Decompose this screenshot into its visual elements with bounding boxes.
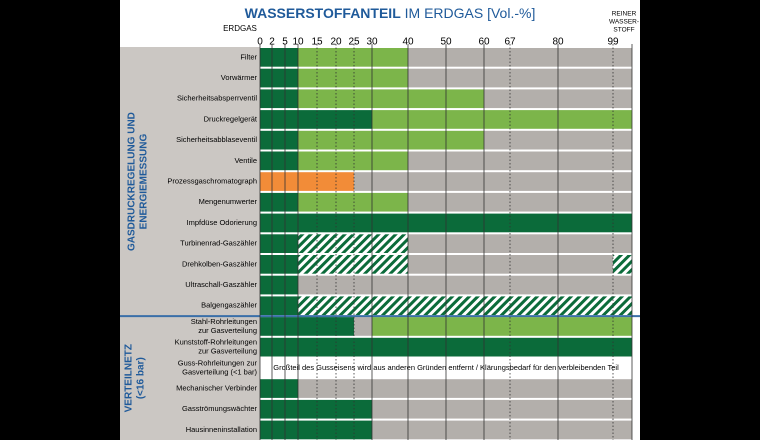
segment bbox=[408, 255, 613, 274]
segment bbox=[372, 420, 632, 440]
row-label: Mengenumwerter bbox=[199, 197, 258, 206]
right-label: WASSER- bbox=[609, 19, 639, 26]
segment bbox=[260, 130, 298, 150]
row-label: Gasströmungswächter bbox=[182, 404, 258, 413]
row-label: zur Gasverteilung bbox=[198, 326, 257, 335]
tick-label: 67 bbox=[504, 37, 516, 48]
segment bbox=[408, 192, 632, 212]
tick-label: 15 bbox=[311, 37, 323, 48]
row-label: Guss-Rohrleitungen zur bbox=[178, 358, 258, 367]
segment bbox=[260, 399, 372, 419]
row-label: Gasverteilung (<1 bar) bbox=[182, 367, 257, 376]
segment bbox=[260, 151, 298, 171]
segment bbox=[372, 317, 632, 336]
tick-label: 2 bbox=[269, 37, 275, 48]
segment bbox=[298, 68, 408, 88]
tick-label: 5 bbox=[282, 37, 288, 48]
segment bbox=[298, 255, 408, 274]
row-label: Ventile bbox=[234, 156, 257, 165]
row-label: Sicherheitsabsperrventil bbox=[177, 94, 257, 103]
segment bbox=[298, 234, 408, 253]
segment bbox=[298, 48, 408, 67]
group-label-line: (<16 bar) bbox=[136, 357, 147, 399]
segment bbox=[372, 399, 632, 419]
row-label: Hausinneninstallation bbox=[186, 425, 257, 434]
tick-label: 25 bbox=[348, 37, 360, 48]
segment bbox=[260, 296, 298, 316]
segment bbox=[260, 172, 354, 191]
group-label: GASDRUCKREGELUNG UND ENERGIEMESSUNG bbox=[127, 112, 150, 251]
right-label: REINER bbox=[612, 11, 637, 18]
left-label: ERDGAS bbox=[223, 24, 257, 33]
row-label: Stahl-Rohrleitungen bbox=[191, 317, 257, 326]
segment bbox=[298, 296, 632, 316]
segment bbox=[408, 234, 632, 253]
segment bbox=[260, 420, 372, 440]
row-label: Sicherheitsabblaseventil bbox=[176, 135, 257, 144]
row-label: Druckregelgerät bbox=[204, 114, 258, 123]
segment bbox=[354, 172, 632, 191]
segment bbox=[260, 89, 298, 109]
row-label: Prozessgaschromatograph bbox=[167, 177, 257, 186]
row-label: Mechanischer Verbinder bbox=[176, 384, 257, 393]
segment bbox=[408, 48, 632, 67]
segment bbox=[260, 234, 298, 253]
tick-label: 99 bbox=[607, 37, 619, 48]
tick-label: 10 bbox=[292, 37, 304, 48]
row-label: Vorwärmer bbox=[221, 73, 258, 82]
label-panel bbox=[120, 47, 260, 440]
title: WASSERSTOFFANTEIL IM ERDGAS [Vol.-%] bbox=[245, 5, 536, 21]
tick-label: 50 bbox=[440, 37, 452, 48]
row-label: Filter bbox=[240, 52, 257, 61]
segment bbox=[260, 48, 298, 67]
segment bbox=[408, 151, 632, 171]
segment bbox=[298, 192, 408, 212]
tick-label: 0 bbox=[257, 37, 263, 48]
tick-label: 20 bbox=[330, 37, 342, 48]
group-label-line: GASDRUCKREGELUNG UND bbox=[127, 112, 138, 251]
group-label-line: VERTEILNETZ bbox=[124, 344, 135, 412]
tick-label: 60 bbox=[478, 37, 490, 48]
tick-label: 30 bbox=[366, 37, 378, 48]
segment bbox=[260, 192, 298, 212]
row-label: Balgengaszähler bbox=[201, 301, 257, 310]
segment bbox=[260, 110, 372, 129]
segment bbox=[298, 151, 408, 171]
segment bbox=[372, 110, 632, 129]
right-label: STOFF bbox=[613, 27, 634, 34]
tick-label: 80 bbox=[552, 37, 564, 48]
segment bbox=[298, 379, 632, 398]
tick-label: 40 bbox=[402, 37, 414, 48]
segment bbox=[260, 275, 298, 295]
segment bbox=[298, 89, 484, 109]
segment bbox=[298, 275, 632, 295]
row-label: Drehkolben-Gaszähler bbox=[182, 259, 258, 268]
row-label: Ultraschall-Gaszähler bbox=[185, 280, 257, 289]
segment bbox=[298, 130, 484, 150]
segment bbox=[354, 317, 372, 336]
segment bbox=[260, 317, 354, 336]
row-label: Turbinenrad-Gaszähler bbox=[180, 239, 257, 248]
row-label: zur Gasverteilung bbox=[198, 347, 257, 356]
row-label: Impfdüse Odorierung bbox=[187, 218, 257, 227]
segment bbox=[260, 379, 298, 398]
segment bbox=[613, 255, 632, 274]
segment bbox=[260, 68, 298, 88]
segment bbox=[408, 68, 632, 88]
group-label: VERTEILNETZ (<16 bar) bbox=[124, 344, 147, 412]
segment bbox=[260, 255, 298, 274]
row-label: Kunststoff-Rohrleitungen bbox=[175, 338, 257, 347]
group-label-line: ENERGIEMESSUNG bbox=[139, 134, 150, 230]
title-rest: IM ERDGAS [Vol.-%] bbox=[405, 5, 536, 21]
title-bold: WASSERSTOFFANTEIL bbox=[245, 5, 402, 21]
